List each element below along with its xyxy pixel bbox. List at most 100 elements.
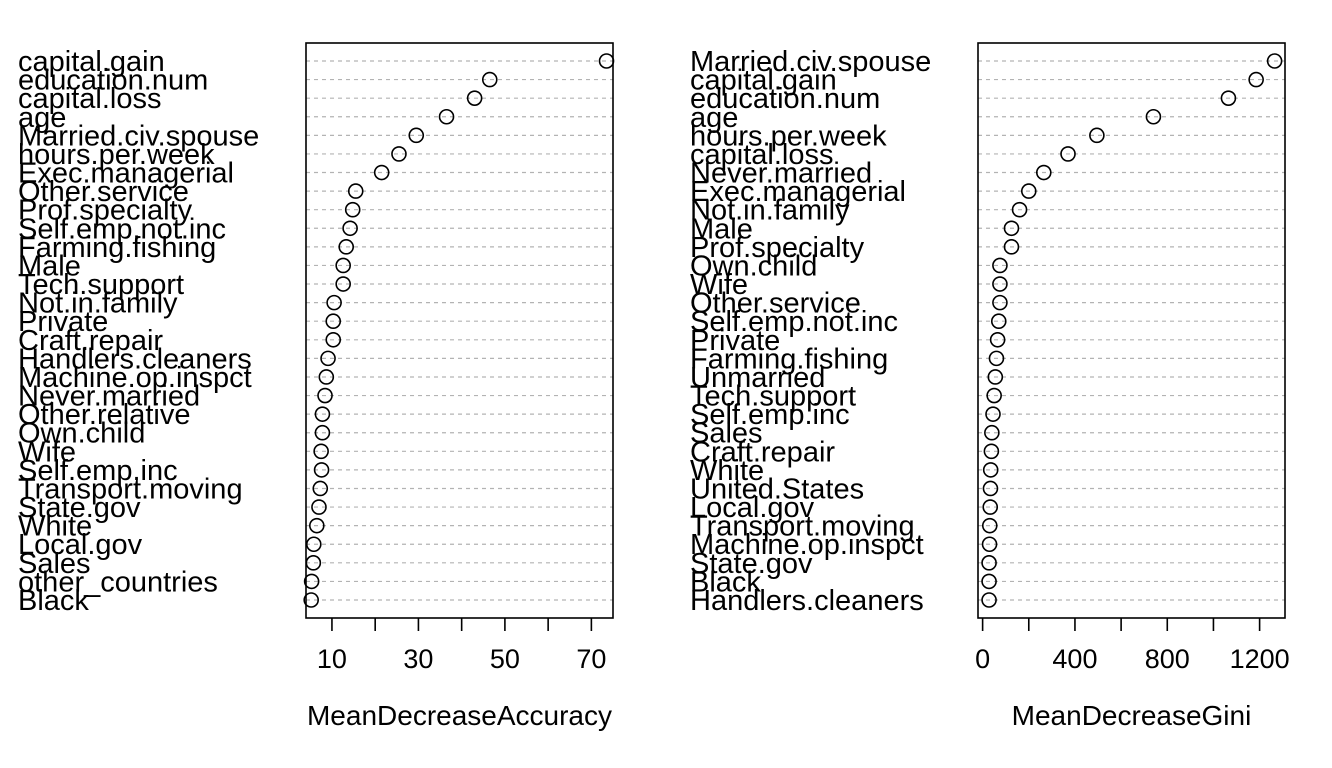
category-label: age [690,102,738,134]
category-label: Transport.moving [690,511,915,543]
data-point [317,387,333,404]
data-point [981,555,997,571]
data-point [989,331,1006,348]
data-point [438,108,455,125]
category-label: Wife [18,436,76,468]
category-label: capital.gain [18,46,165,78]
category-label: Sales [690,418,763,450]
category-label: Handlers.cleaners [690,585,924,617]
data-point [326,294,342,311]
category-label: Craft.repair [690,436,835,468]
data-point [313,443,329,460]
data-point [1003,239,1020,255]
category-label: White [690,455,764,487]
x-axis-title: MeanDecreaseGini [1012,700,1252,731]
category-label: Prof.specialty [18,195,193,227]
category-label: United.States [690,473,864,505]
category-label: Other.relative [18,399,190,431]
data-point [309,517,325,534]
category-label: Machine.op.inspct [18,362,252,394]
category-label: capital.loss [690,139,833,171]
category-label: Married.civ.spouse [690,46,931,78]
data-point [303,592,319,608]
category-label: Black [690,566,761,598]
category-label: Not.in.family [690,195,850,227]
category-label: education.num [690,83,880,115]
category-label: Machine.op.inspct [690,529,924,561]
category-label: hours.per.week [18,139,215,171]
category-label: Own.child [18,418,145,450]
data-point [992,276,1008,292]
data-point [1060,146,1076,162]
data-point [1003,220,1020,237]
data-point [984,424,1000,441]
data-point [344,201,361,218]
data-point [987,369,1004,385]
data-point [314,424,331,441]
category-label: Self.emp.not.inc [18,213,226,245]
category-label: Self.emp.inc [690,399,850,431]
category-label: Married.civ.spouse [18,120,259,152]
data-point [1248,71,1264,88]
x-tick-label: 70 [576,644,606,674]
chart-panel-2: Married.civ.spousecapital.gaineducation.… [690,42,1290,731]
category-label: Farming.fishing [18,232,216,264]
category-label: Other.service [690,288,861,320]
x-axis-title: MeanDecreaseAccuracy [307,700,612,731]
category-label: Craft.repair [18,325,163,357]
category-label: Private [690,325,780,357]
data-point [342,220,358,237]
category-label: Other.service [18,176,189,208]
category-label: White [18,511,92,543]
plot-frame [977,42,1286,619]
category-label: Not.in.family [18,288,178,320]
category-label: Never.married [690,158,872,190]
data-point [990,313,1007,330]
chart-panel-1: capital.gaineducation.numcapital.lossage… [18,42,615,731]
data-point [1089,127,1105,144]
category-label: Tech.support [690,381,856,413]
category-label: State.gov [690,548,813,580]
x-tick-label: 400 [1052,644,1097,674]
data-point [992,257,1008,274]
category-label: Handlers.cleaners [18,343,252,375]
data-point [320,350,336,367]
category-label: capital.gain [690,65,837,97]
category-label: Black [18,585,89,617]
category-label: Male [18,250,81,282]
category-label: age [18,102,66,134]
data-point [305,536,322,553]
category-label: Local.gov [690,492,815,524]
data-point [481,71,498,88]
category-label: Prof.specialty [690,232,865,264]
plot-frame [305,42,614,619]
category-label: education.num [18,65,208,97]
category-label: Exec.managerial [690,176,906,208]
data-point [982,462,999,478]
data-point [1220,90,1237,106]
category-label: State.gov [18,492,141,524]
category-label: Sales [18,548,91,580]
data-point [988,350,1005,367]
x-tick-label: 30 [403,644,433,674]
data-point [311,499,327,515]
data-point [992,294,1008,311]
category-label: Unmarried [690,362,825,394]
data-point [982,499,999,515]
data-point [986,387,1002,404]
data-point [1020,183,1037,199]
data-point [466,90,483,106]
data-point [981,536,998,553]
category-label: Transport.moving [18,473,243,505]
data-point [347,183,364,199]
x-tick-label: 0 [975,644,990,674]
category-label: Own.child [690,250,817,282]
x-tick-label: 10 [317,644,347,674]
data-point [312,480,329,497]
data-point [325,313,342,330]
x-tick-label: 1200 [1230,644,1290,674]
category-label: Never.married [18,381,200,413]
data-point [598,53,615,69]
category-label: Self.emp.inc [18,455,178,487]
